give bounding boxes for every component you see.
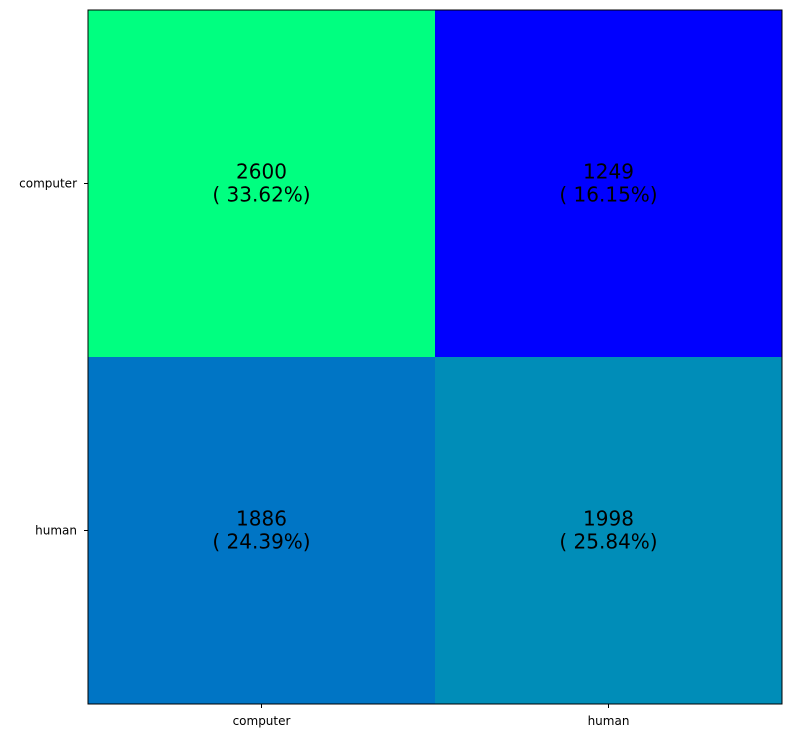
cell-count-label: 1249 [583, 160, 634, 184]
cell-percent-label: ( 24.39%) [212, 530, 310, 554]
cell-percent-label: ( 25.84%) [559, 530, 657, 554]
heatmap-cells [88, 10, 782, 704]
x-tick-label: computer [233, 714, 291, 728]
plot-frame [87, 9, 783, 705]
cell-percent-label: ( 16.15%) [559, 183, 657, 207]
cell-count-label: 1998 [583, 507, 634, 531]
heatmap-cell-computer-computer [88, 10, 435, 357]
heatmap-cell-human-computer [88, 357, 435, 704]
cell-labels: 2600( 33.62%) 1249( 16.15%) 1886( 24.39%) 1… [212, 160, 657, 554]
cell-percent-label: ( 33.62%) [212, 183, 310, 207]
cell-count-label: 1886 [236, 507, 287, 531]
y-tick-label: computer [19, 177, 77, 191]
y-tick-label: human [35, 524, 77, 538]
axes: computer human computer human [19, 9, 783, 728]
x-tick-label: human [588, 714, 630, 728]
cell-count-label: 2600 [236, 160, 287, 184]
heatmap-cell-human-human [435, 357, 782, 704]
heatmap-cell-computer-human [435, 10, 782, 357]
